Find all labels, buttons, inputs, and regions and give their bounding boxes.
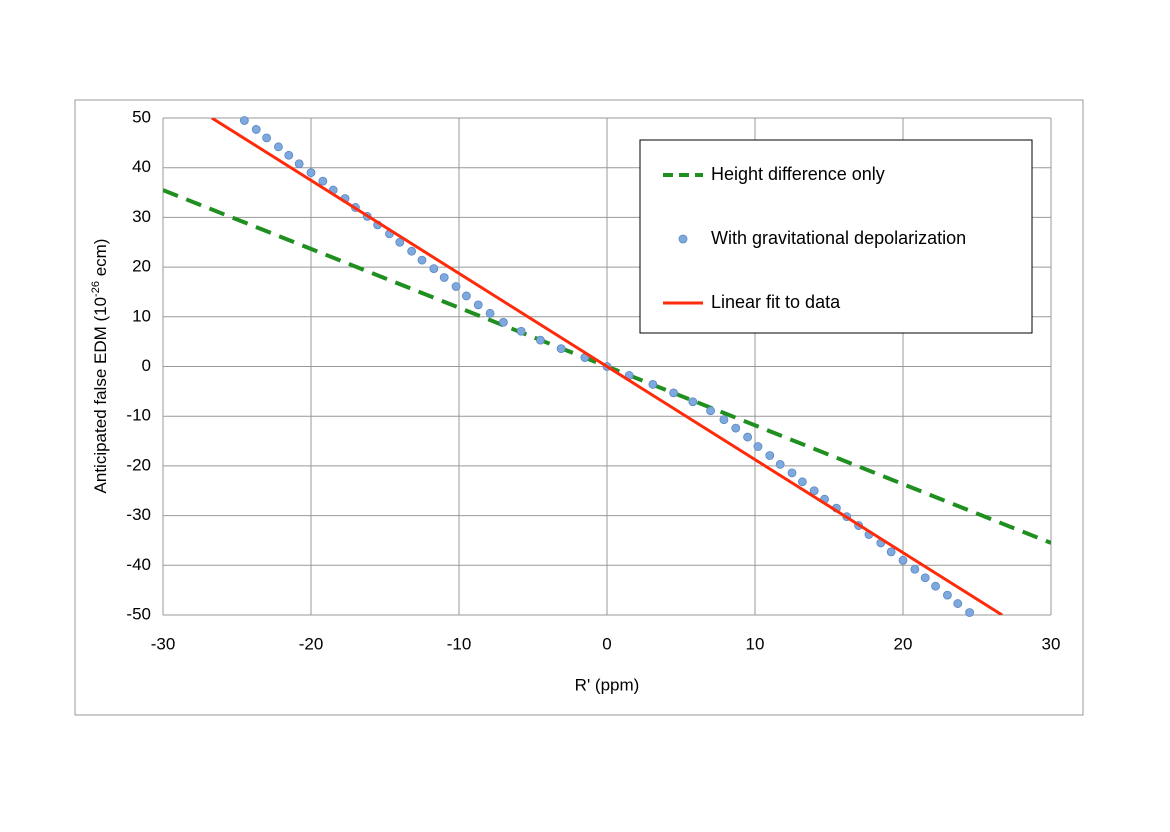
data-point <box>536 335 545 345</box>
data-point <box>407 246 417 256</box>
data-point <box>461 291 471 301</box>
y-label-tail: ecm) <box>91 239 110 282</box>
x-tick-label: 10 <box>746 634 765 653</box>
x-tick-label: -20 <box>299 634 324 653</box>
y-tick-label: -10 <box>126 406 151 425</box>
data-point <box>429 264 439 273</box>
y-tick-label: 50 <box>132 107 151 126</box>
data-point <box>516 326 526 336</box>
y-label-text: Anticipated false EDM (10 <box>91 297 110 494</box>
data-point <box>251 125 261 134</box>
data-point <box>965 608 974 617</box>
data-point <box>931 581 940 591</box>
data-point <box>556 344 566 354</box>
x-axis-label: R' (ppm) <box>575 675 640 694</box>
legend-label: Height difference only <box>711 164 885 184</box>
data-point <box>953 599 963 608</box>
data-point <box>306 168 316 178</box>
data-point <box>498 317 508 327</box>
x-tick-label: -30 <box>151 634 176 653</box>
data-point <box>688 397 698 407</box>
data-point <box>809 486 819 496</box>
y-axis-label: Anticipated false EDM (10-26 ecm) <box>90 239 111 494</box>
data-point <box>239 116 249 125</box>
data-point <box>669 388 678 398</box>
y-tick-label: 30 <box>132 207 151 226</box>
data-point <box>920 573 930 583</box>
data-point <box>765 451 775 460</box>
data-point <box>910 564 920 574</box>
data-point <box>886 547 896 557</box>
data-point <box>439 273 449 282</box>
data-point <box>787 468 797 478</box>
data-point <box>274 142 283 152</box>
y-tick-label: -30 <box>126 505 151 524</box>
y-tick-label: -50 <box>126 604 151 623</box>
x-tick-label: -10 <box>447 634 472 653</box>
y-tick-label: -40 <box>126 555 151 574</box>
data-point <box>706 406 715 416</box>
data-point <box>284 150 294 160</box>
legend-label: Linear fit to data <box>711 292 841 312</box>
y-tick-label: 20 <box>132 257 151 276</box>
data-point <box>943 590 952 600</box>
data-point <box>417 255 427 265</box>
y-tick-label: 0 <box>142 356 151 375</box>
data-point <box>743 432 752 442</box>
data-point <box>719 415 729 425</box>
legend-marker <box>678 234 688 244</box>
data-point <box>451 282 461 291</box>
data-point <box>648 379 658 389</box>
data-point <box>753 442 763 451</box>
data-point <box>318 176 328 186</box>
legend-box <box>639 139 1033 334</box>
data-point <box>898 555 908 565</box>
data-point <box>797 477 807 487</box>
data-point <box>262 133 272 143</box>
data-point <box>395 237 405 247</box>
data-point <box>294 159 304 169</box>
data-point <box>775 460 785 469</box>
series-line <box>211 118 1003 615</box>
data-point <box>731 423 741 433</box>
legend-label: With gravitational depolarization <box>711 228 966 248</box>
y-tick-label: -20 <box>126 455 151 474</box>
y-tick-label: 40 <box>132 157 151 176</box>
x-tick-label: 30 <box>1042 634 1061 653</box>
data-point <box>473 300 483 310</box>
x-tick-label: 0 <box>602 634 611 653</box>
x-tick-label: 20 <box>894 634 913 653</box>
y-tick-label: 10 <box>132 306 151 325</box>
data-point <box>485 308 495 318</box>
y-label-sup: -26 <box>90 281 102 297</box>
